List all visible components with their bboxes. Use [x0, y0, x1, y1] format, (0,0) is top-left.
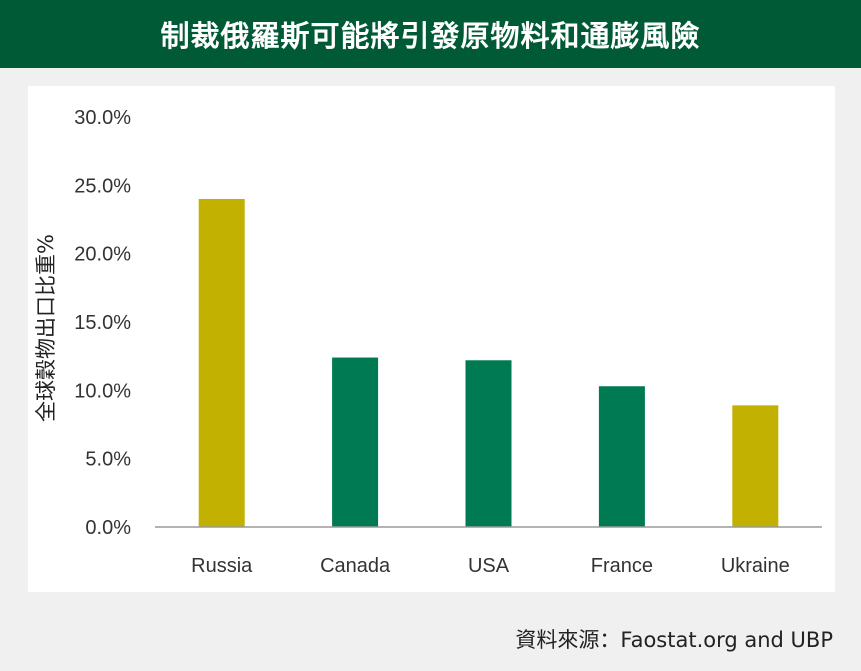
source-note: 資料來源：Faostat.org and UBP: [515, 628, 833, 652]
y-tick-label: 20.0%: [74, 244, 131, 266]
y-tick-label: 15.0%: [74, 312, 131, 334]
x-tick-label: Ukraine: [721, 555, 790, 577]
x-tick-label: France: [591, 555, 653, 577]
bar-russia: [198, 199, 245, 527]
y-tick-label: 0.0%: [85, 517, 131, 539]
y-tick-label: 10.0%: [74, 380, 131, 402]
y-tick-label: 25.0%: [74, 175, 131, 197]
bar-usa: [465, 360, 512, 527]
header-banner: 制裁俄羅斯可能將引發原物料和通膨風險: [0, 0, 861, 68]
bar-ukraine: [732, 405, 779, 527]
bar-france: [598, 386, 645, 527]
y-axis-label: 全球穀物出口比重%: [34, 234, 58, 422]
bar-canada: [332, 357, 379, 527]
chart-panel: [28, 86, 835, 592]
y-tick-label: 5.0%: [85, 449, 131, 471]
x-tick-label: Russia: [191, 555, 253, 577]
x-tick-label: USA: [468, 555, 510, 577]
page-title: 制裁俄羅斯可能將引發原物料和通膨風險: [160, 19, 701, 53]
x-tick-label: Canada: [320, 555, 391, 577]
y-tick-label: 30.0%: [74, 107, 131, 129]
